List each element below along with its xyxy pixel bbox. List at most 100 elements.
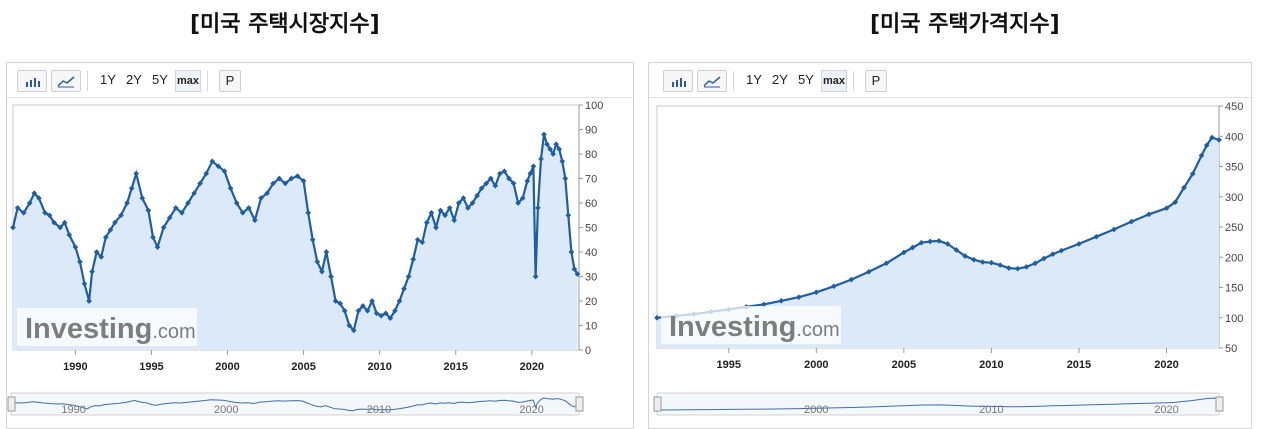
navigator-label: 2000: [214, 404, 238, 416]
y-tick-label: 90: [585, 125, 597, 137]
data-point: [314, 258, 321, 265]
chart-toolbar: 1Y 2Y 5Y max P: [7, 63, 633, 98]
x-tick-label: 2010: [367, 361, 391, 373]
data-point: [258, 195, 264, 201]
data-point: [233, 200, 240, 206]
data-point: [128, 185, 135, 192]
data-point: [203, 170, 210, 177]
data-point: [373, 310, 380, 317]
x-tick-label: 2010: [979, 359, 1003, 371]
y-tick-label: 50: [1225, 343, 1237, 355]
range-5y-button[interactable]: 5Y: [798, 72, 814, 87]
data-point: [112, 219, 118, 226]
data-point: [544, 141, 550, 148]
range-max-button[interactable]: max: [821, 70, 847, 92]
range-5y-button[interactable]: 5Y: [152, 72, 168, 87]
data-point: [469, 200, 476, 206]
data-point: [414, 236, 421, 243]
y-tick-label: 80: [585, 149, 597, 161]
data-point: [387, 315, 394, 322]
data-point: [988, 259, 995, 266]
data-point: [410, 256, 417, 263]
y-tick-label: 0: [585, 345, 591, 357]
navigator-handle[interactable]: [7, 396, 16, 412]
data-point: [221, 168, 228, 175]
navigator-line: [10, 397, 578, 412]
data-point: [378, 312, 385, 319]
y-tick-label: 50: [585, 223, 597, 235]
data-point: [953, 247, 960, 253]
navigator-handle[interactable]: [1215, 396, 1224, 412]
bar-chart-type-icon[interactable]: [17, 70, 47, 92]
x-tick-label: 2005: [892, 359, 916, 371]
range-2y-button[interactable]: 2Y: [126, 72, 142, 87]
area-chart-type-icon[interactable]: [51, 70, 81, 92]
bar-chart-type-icon[interactable]: [663, 70, 693, 92]
data-point: [532, 273, 539, 280]
data-point: [927, 238, 933, 245]
data-point: [305, 209, 312, 216]
toolbar-divider: [733, 71, 734, 91]
data-point: [369, 298, 375, 304]
data-point: [442, 212, 448, 219]
x-tick-label: 2000: [804, 359, 828, 371]
data-point: [276, 175, 283, 182]
data-point: [510, 180, 517, 187]
range-2y-button[interactable]: 2Y: [772, 72, 788, 87]
navigator-handle[interactable]: [575, 396, 584, 412]
series-area: [13, 134, 578, 350]
chart-toolbar: 1Y 2Y 5Y max P: [649, 63, 1251, 98]
y-tick-label: 300: [1225, 192, 1243, 204]
data-point: [556, 146, 563, 152]
data-point: [102, 234, 109, 241]
x-tick-label: 2000: [215, 361, 239, 373]
data-point: [364, 307, 371, 314]
chart-panel-hmi: 1Y 2Y 5Y max P 100 90 80 70 60 50 40 30 20 10 0 199…: [6, 62, 634, 429]
data-point: [346, 322, 353, 329]
data-point: [918, 239, 925, 246]
range-1y-button[interactable]: 1Y: [746, 72, 762, 87]
print-button[interactable]: P: [865, 70, 887, 92]
data-point: [446, 205, 453, 211]
data-point: [1181, 184, 1187, 191]
range-max-button[interactable]: max: [175, 70, 201, 92]
chart-hpi-svg: 450 400 350 300 250 200 150 100 50 1995 2000 2005 20…: [653, 101, 1243, 416]
data-point: [478, 185, 485, 192]
y-tick-label: 70: [585, 174, 597, 186]
bar-chart-icon: [26, 78, 40, 87]
data-point: [337, 300, 343, 307]
navigator-label: 2000: [804, 404, 828, 416]
navigator-handle[interactable]: [653, 396, 662, 412]
data-point: [1041, 255, 1047, 262]
data-point: [971, 256, 977, 263]
data-point: [497, 170, 503, 177]
y-tick-label: 400: [1225, 131, 1243, 143]
data-point: [568, 249, 575, 255]
data-point: [547, 146, 553, 152]
data-point: [355, 307, 362, 314]
data-point: [360, 303, 366, 309]
navigator-label: 2010: [979, 404, 1003, 416]
data-point: [145, 207, 152, 214]
data-point: [550, 151, 556, 157]
y-tick-label: 20: [585, 296, 597, 308]
data-point: [401, 285, 407, 292]
toolbar-divider: [853, 71, 854, 91]
watermark-logo: Investing.com: [669, 311, 840, 343]
data-point: [227, 185, 234, 192]
data-point: [1093, 233, 1100, 240]
area-chart-icon: [57, 76, 75, 88]
data-point: [154, 244, 161, 250]
chart-title-hpi: [미국 주택가격지수]: [870, 12, 1060, 37]
data-point: [179, 209, 185, 216]
data-point: [909, 244, 916, 251]
data-point: [1209, 134, 1215, 141]
print-button[interactable]: P: [219, 70, 241, 92]
area-chart-type-icon[interactable]: [697, 70, 727, 92]
data-point: [997, 262, 1004, 268]
data-point: [81, 280, 88, 287]
range-1y-button[interactable]: 1Y: [100, 72, 116, 87]
data-point: [562, 175, 569, 182]
y-tick-label: 10: [585, 321, 597, 333]
data-point: [166, 214, 173, 221]
